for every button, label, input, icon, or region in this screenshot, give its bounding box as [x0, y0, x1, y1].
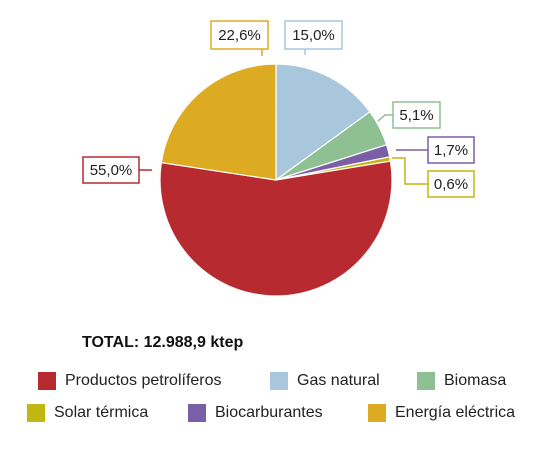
data-label-callout: 15,0%: [284, 20, 343, 55]
legend-label: Gas natural: [297, 372, 380, 389]
legend-label: Productos petrolíferos: [65, 372, 222, 389]
legend-swatch: [38, 372, 56, 390]
total-label: TOTAL: 12.988,9 ktep: [82, 334, 244, 351]
pie-slice-productos-petroliferos: [159, 160, 393, 297]
legend-swatch: [27, 404, 45, 422]
legend-label: Solar térmica: [54, 404, 149, 421]
legend-item-productos-petroliferos: Productos petrolíferos: [38, 372, 222, 390]
legend-item-biocarburantes: Biocarburantes: [188, 404, 323, 422]
callout-box: [210, 20, 269, 50]
callout-box: [82, 156, 140, 184]
callout-box: [427, 170, 475, 198]
data-label-callout: 1,7%: [396, 136, 475, 164]
legend-label: Energía eléctrica: [395, 404, 516, 421]
legend-swatch: [188, 404, 206, 422]
data-label: 22,6%: [218, 27, 261, 44]
callout-box: [392, 101, 441, 129]
data-label-callout: 0,6%: [392, 157, 475, 198]
pie-slice-energia-electrica: [160, 63, 277, 181]
legend-swatch: [417, 372, 435, 390]
legend-item-energia-electrica: Energía eléctrica: [368, 404, 515, 422]
data-label-callout: 22,6%: [210, 20, 269, 56]
data-label: 0,6%: [434, 176, 468, 193]
data-label-callout: 5,1%: [377, 101, 441, 129]
legend-item-biomasa: Biomasa: [417, 372, 506, 390]
legend-item-gas-natural: Gas natural: [270, 372, 380, 390]
data-label: 15,0%: [292, 27, 335, 44]
data-label: 5,1%: [399, 107, 433, 124]
legend-swatch: [368, 404, 386, 422]
callout-leader-line: [392, 157, 428, 185]
data-label: 55,0%: [90, 162, 133, 179]
callout-leader-line: [377, 114, 393, 122]
legend-swatch: [270, 372, 288, 390]
data-label-callout: 55,0%: [82, 156, 152, 184]
legend-label: Biocarburantes: [215, 404, 323, 421]
legend-label: Biomasa: [444, 372, 507, 389]
callout-box: [427, 136, 475, 164]
data-label: 1,7%: [434, 142, 468, 159]
callout-box: [284, 20, 343, 50]
legend-item-solar-termica: Solar térmica: [27, 404, 148, 422]
pie-chart: 15,0% 5,1% 1,7% 0,6% 55,0% 22,6%: [82, 20, 475, 297]
pie-slice-gas-natural: [275, 63, 371, 182]
